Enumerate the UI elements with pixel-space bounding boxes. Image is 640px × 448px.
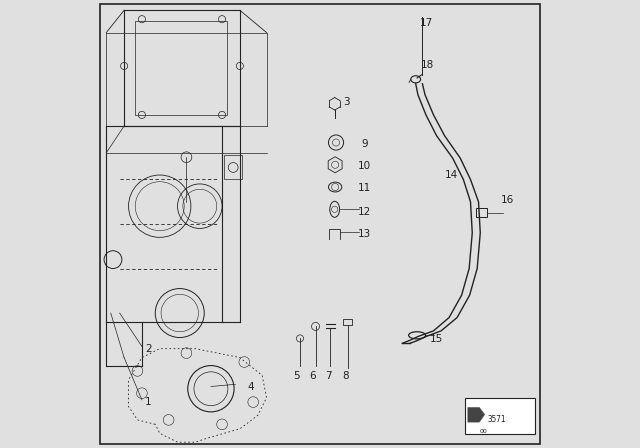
Text: 8: 8 xyxy=(342,371,349,381)
Text: 11: 11 xyxy=(358,183,371,194)
FancyBboxPatch shape xyxy=(465,398,535,434)
Text: 00: 00 xyxy=(480,429,488,434)
Polygon shape xyxy=(468,407,484,422)
Text: 13: 13 xyxy=(358,229,371,239)
Text: 2: 2 xyxy=(145,344,152,353)
Text: 17: 17 xyxy=(419,18,433,28)
Text: 14: 14 xyxy=(445,170,458,180)
Text: 1: 1 xyxy=(145,397,152,407)
Text: 16: 16 xyxy=(501,194,515,205)
Text: 7: 7 xyxy=(324,371,332,381)
Text: 6: 6 xyxy=(309,371,316,381)
Text: 4: 4 xyxy=(248,382,254,392)
Text: 15: 15 xyxy=(430,334,444,344)
Text: 18: 18 xyxy=(421,60,435,69)
Text: 10: 10 xyxy=(358,161,371,171)
Text: 3: 3 xyxy=(344,97,350,107)
Text: 9: 9 xyxy=(361,139,368,149)
Text: 12: 12 xyxy=(358,207,371,216)
Text: 3571: 3571 xyxy=(488,415,506,424)
Text: 5: 5 xyxy=(294,371,300,381)
